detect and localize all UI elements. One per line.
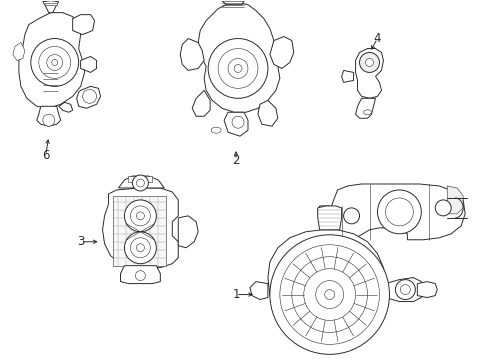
Circle shape — [136, 212, 145, 220]
Polygon shape — [73, 15, 95, 35]
Polygon shape — [224, 112, 248, 136]
Polygon shape — [37, 106, 61, 126]
Circle shape — [360, 53, 379, 72]
Circle shape — [43, 114, 55, 126]
Circle shape — [130, 206, 150, 226]
Circle shape — [83, 89, 97, 103]
Circle shape — [400, 285, 410, 294]
Circle shape — [136, 244, 145, 252]
Circle shape — [325, 289, 335, 300]
Polygon shape — [119, 176, 164, 188]
Circle shape — [386, 198, 414, 226]
Polygon shape — [192, 90, 210, 116]
Polygon shape — [356, 49, 384, 98]
Ellipse shape — [211, 127, 221, 133]
Polygon shape — [417, 282, 437, 298]
Polygon shape — [270, 37, 294, 68]
Polygon shape — [222, 0, 244, 5]
Polygon shape — [318, 206, 330, 218]
Polygon shape — [318, 206, 342, 230]
Polygon shape — [258, 100, 278, 126]
Circle shape — [435, 200, 451, 216]
Polygon shape — [268, 230, 386, 333]
Polygon shape — [102, 188, 178, 268]
Polygon shape — [198, 3, 280, 112]
Circle shape — [135, 271, 146, 280]
Circle shape — [343, 208, 360, 224]
Circle shape — [228, 58, 248, 78]
Polygon shape — [113, 196, 166, 266]
Circle shape — [31, 39, 78, 86]
Polygon shape — [447, 186, 463, 214]
Polygon shape — [13, 42, 25, 60]
Polygon shape — [19, 13, 85, 108]
Polygon shape — [76, 86, 100, 108]
Circle shape — [52, 59, 58, 66]
Circle shape — [366, 58, 373, 67]
Polygon shape — [121, 266, 160, 284]
Text: 4: 4 — [374, 32, 381, 45]
Circle shape — [292, 257, 368, 332]
Polygon shape — [43, 1, 59, 13]
Polygon shape — [180, 39, 204, 71]
Ellipse shape — [364, 110, 371, 115]
Circle shape — [377, 190, 421, 234]
Polygon shape — [59, 102, 73, 112]
Circle shape — [316, 280, 343, 309]
Circle shape — [130, 238, 150, 258]
Circle shape — [218, 49, 258, 88]
Polygon shape — [330, 184, 465, 240]
Circle shape — [232, 116, 244, 128]
Polygon shape — [128, 176, 152, 182]
Circle shape — [395, 280, 416, 300]
Polygon shape — [81, 57, 97, 72]
Circle shape — [124, 200, 156, 232]
Text: 1: 1 — [232, 288, 240, 301]
Circle shape — [124, 232, 156, 264]
Polygon shape — [178, 216, 198, 248]
Circle shape — [208, 39, 268, 98]
Circle shape — [136, 179, 145, 187]
Polygon shape — [356, 98, 375, 118]
Text: 5: 5 — [353, 253, 360, 266]
Text: 3: 3 — [77, 235, 84, 248]
Polygon shape — [250, 282, 268, 300]
Circle shape — [132, 175, 148, 191]
Polygon shape — [342, 71, 354, 82]
Circle shape — [280, 245, 379, 345]
Text: 6: 6 — [42, 149, 49, 162]
Circle shape — [234, 64, 242, 72]
Circle shape — [304, 269, 356, 320]
Polygon shape — [45, 3, 57, 5]
Circle shape — [270, 235, 390, 354]
Circle shape — [39, 46, 71, 78]
Text: 2: 2 — [232, 154, 240, 167]
Circle shape — [47, 54, 63, 71]
Polygon shape — [386, 278, 423, 302]
